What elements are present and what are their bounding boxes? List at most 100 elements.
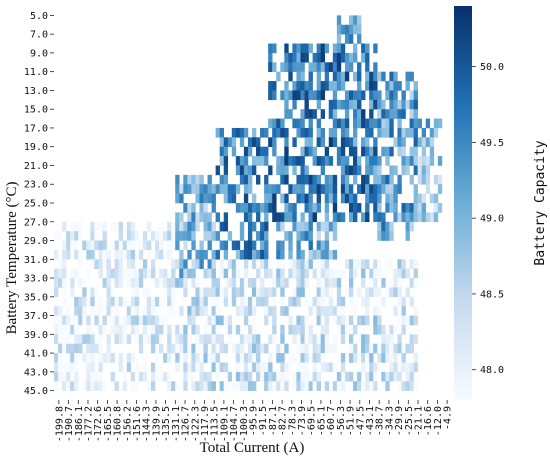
heatmap-cell [82,353,87,363]
heatmap-cell [369,71,374,82]
x-tick-label: -73.9 [297,406,308,436]
heatmap-cell [264,146,269,157]
heatmap-cell [409,343,414,354]
heatmap-cell [369,81,374,91]
heatmap-cell [54,334,59,345]
heatmap-cell [292,259,297,269]
heatmap-cell [146,381,152,391]
heatmap-cell [389,127,394,138]
heatmap-cell [385,146,390,157]
heatmap-cell [336,371,342,382]
heatmap-cell [409,334,414,345]
heatmap-cell [357,81,362,91]
heatmap-cell [146,334,152,345]
heatmap-cell [70,221,75,232]
heatmap-cell [405,287,410,298]
heatmap-cell [191,353,196,363]
heatmap-cell [183,324,188,335]
heatmap-cell [365,52,370,63]
heatmap-cell [344,90,350,101]
heatmap-cell [82,240,87,251]
heatmap-cell [247,381,253,391]
heatmap-cell [280,156,285,166]
heatmap-cell [146,287,152,298]
heatmap-cell [312,334,317,345]
heatmap-cell [429,156,435,166]
heatmap-cell [357,371,362,382]
heatmap-cell [316,221,321,232]
heatmap-cell [215,371,220,382]
x-axis: -199.8-190.7-186.1-177.2-172.6-165.5-160… [54,400,454,442]
heatmap-cell [393,203,398,213]
heatmap-cell [353,156,358,166]
heatmap-cell [179,221,184,232]
heatmap-cell [393,362,398,373]
heatmap-cell [312,353,317,363]
heatmap-cell [227,278,233,288]
heatmap-cell [179,334,184,345]
heatmap-cell [433,212,439,223]
heatmap-cell [288,62,293,72]
heatmap-cell [175,184,180,194]
heatmap-cell [425,137,431,148]
heatmap-cell [251,156,257,166]
heatmap-cell [276,278,281,288]
heatmap-cell [179,343,184,354]
heatmap-cell [292,334,297,345]
heatmap-cell [243,127,249,138]
heatmap-cell [98,296,103,307]
heatmap-cell [54,278,59,288]
heatmap-cell [389,278,394,288]
heatmap-cell [397,287,402,298]
heatmap-cell [235,343,241,354]
heatmap-cell [284,381,289,391]
heatmap-cell [268,43,273,54]
heatmap-cell [393,137,398,148]
heatmap-cell [159,362,164,373]
heatmap-cell [332,278,338,288]
heatmap-cell [203,268,208,279]
heatmap-cell [268,137,273,148]
heatmap-cell [389,146,394,157]
heatmap-cell [175,174,180,185]
heatmap-cell [268,371,273,382]
heatmap-cell [150,231,156,241]
heatmap-cell [122,249,128,260]
heatmap-cell [409,118,414,129]
heatmap-cell [264,184,269,194]
heatmap-cell [393,109,398,119]
heatmap-cell [312,109,317,119]
heatmap-cell [340,43,346,54]
heatmap-cell [361,146,366,157]
heatmap-cell [199,371,204,382]
heatmap-cell [239,278,245,288]
heatmap-cell [211,306,216,316]
heatmap-cell [110,296,115,307]
heatmap-cell [195,296,200,307]
heatmap-cell [247,306,253,316]
heatmap-cell [102,381,107,391]
heatmap-cell [102,353,107,363]
heatmap-cell [203,334,208,345]
heatmap-cell [187,334,192,345]
heatmap-cell [110,371,115,382]
heatmap-cell [98,259,103,269]
heatmap-cell [397,137,402,148]
heatmap-cell [324,268,330,279]
heatmap-cell [324,146,330,157]
heatmap-cell [171,381,176,391]
heatmap-cell [239,127,245,138]
colorbar-gradient [454,6,472,400]
heatmap-cell [300,71,305,82]
heatmap-cell [280,268,285,279]
heatmap-cell [296,43,301,54]
heatmap-cell [373,43,378,54]
heatmap-cell [199,259,204,269]
heatmap-cell [373,81,378,91]
heatmap-cell [320,315,326,326]
heatmap-cell [340,184,346,194]
heatmap-cell [239,203,245,213]
heatmap-cell [211,334,216,345]
y-axis-title: Battery Temperature (°C) [4,182,20,335]
heatmap-cell [385,127,390,138]
